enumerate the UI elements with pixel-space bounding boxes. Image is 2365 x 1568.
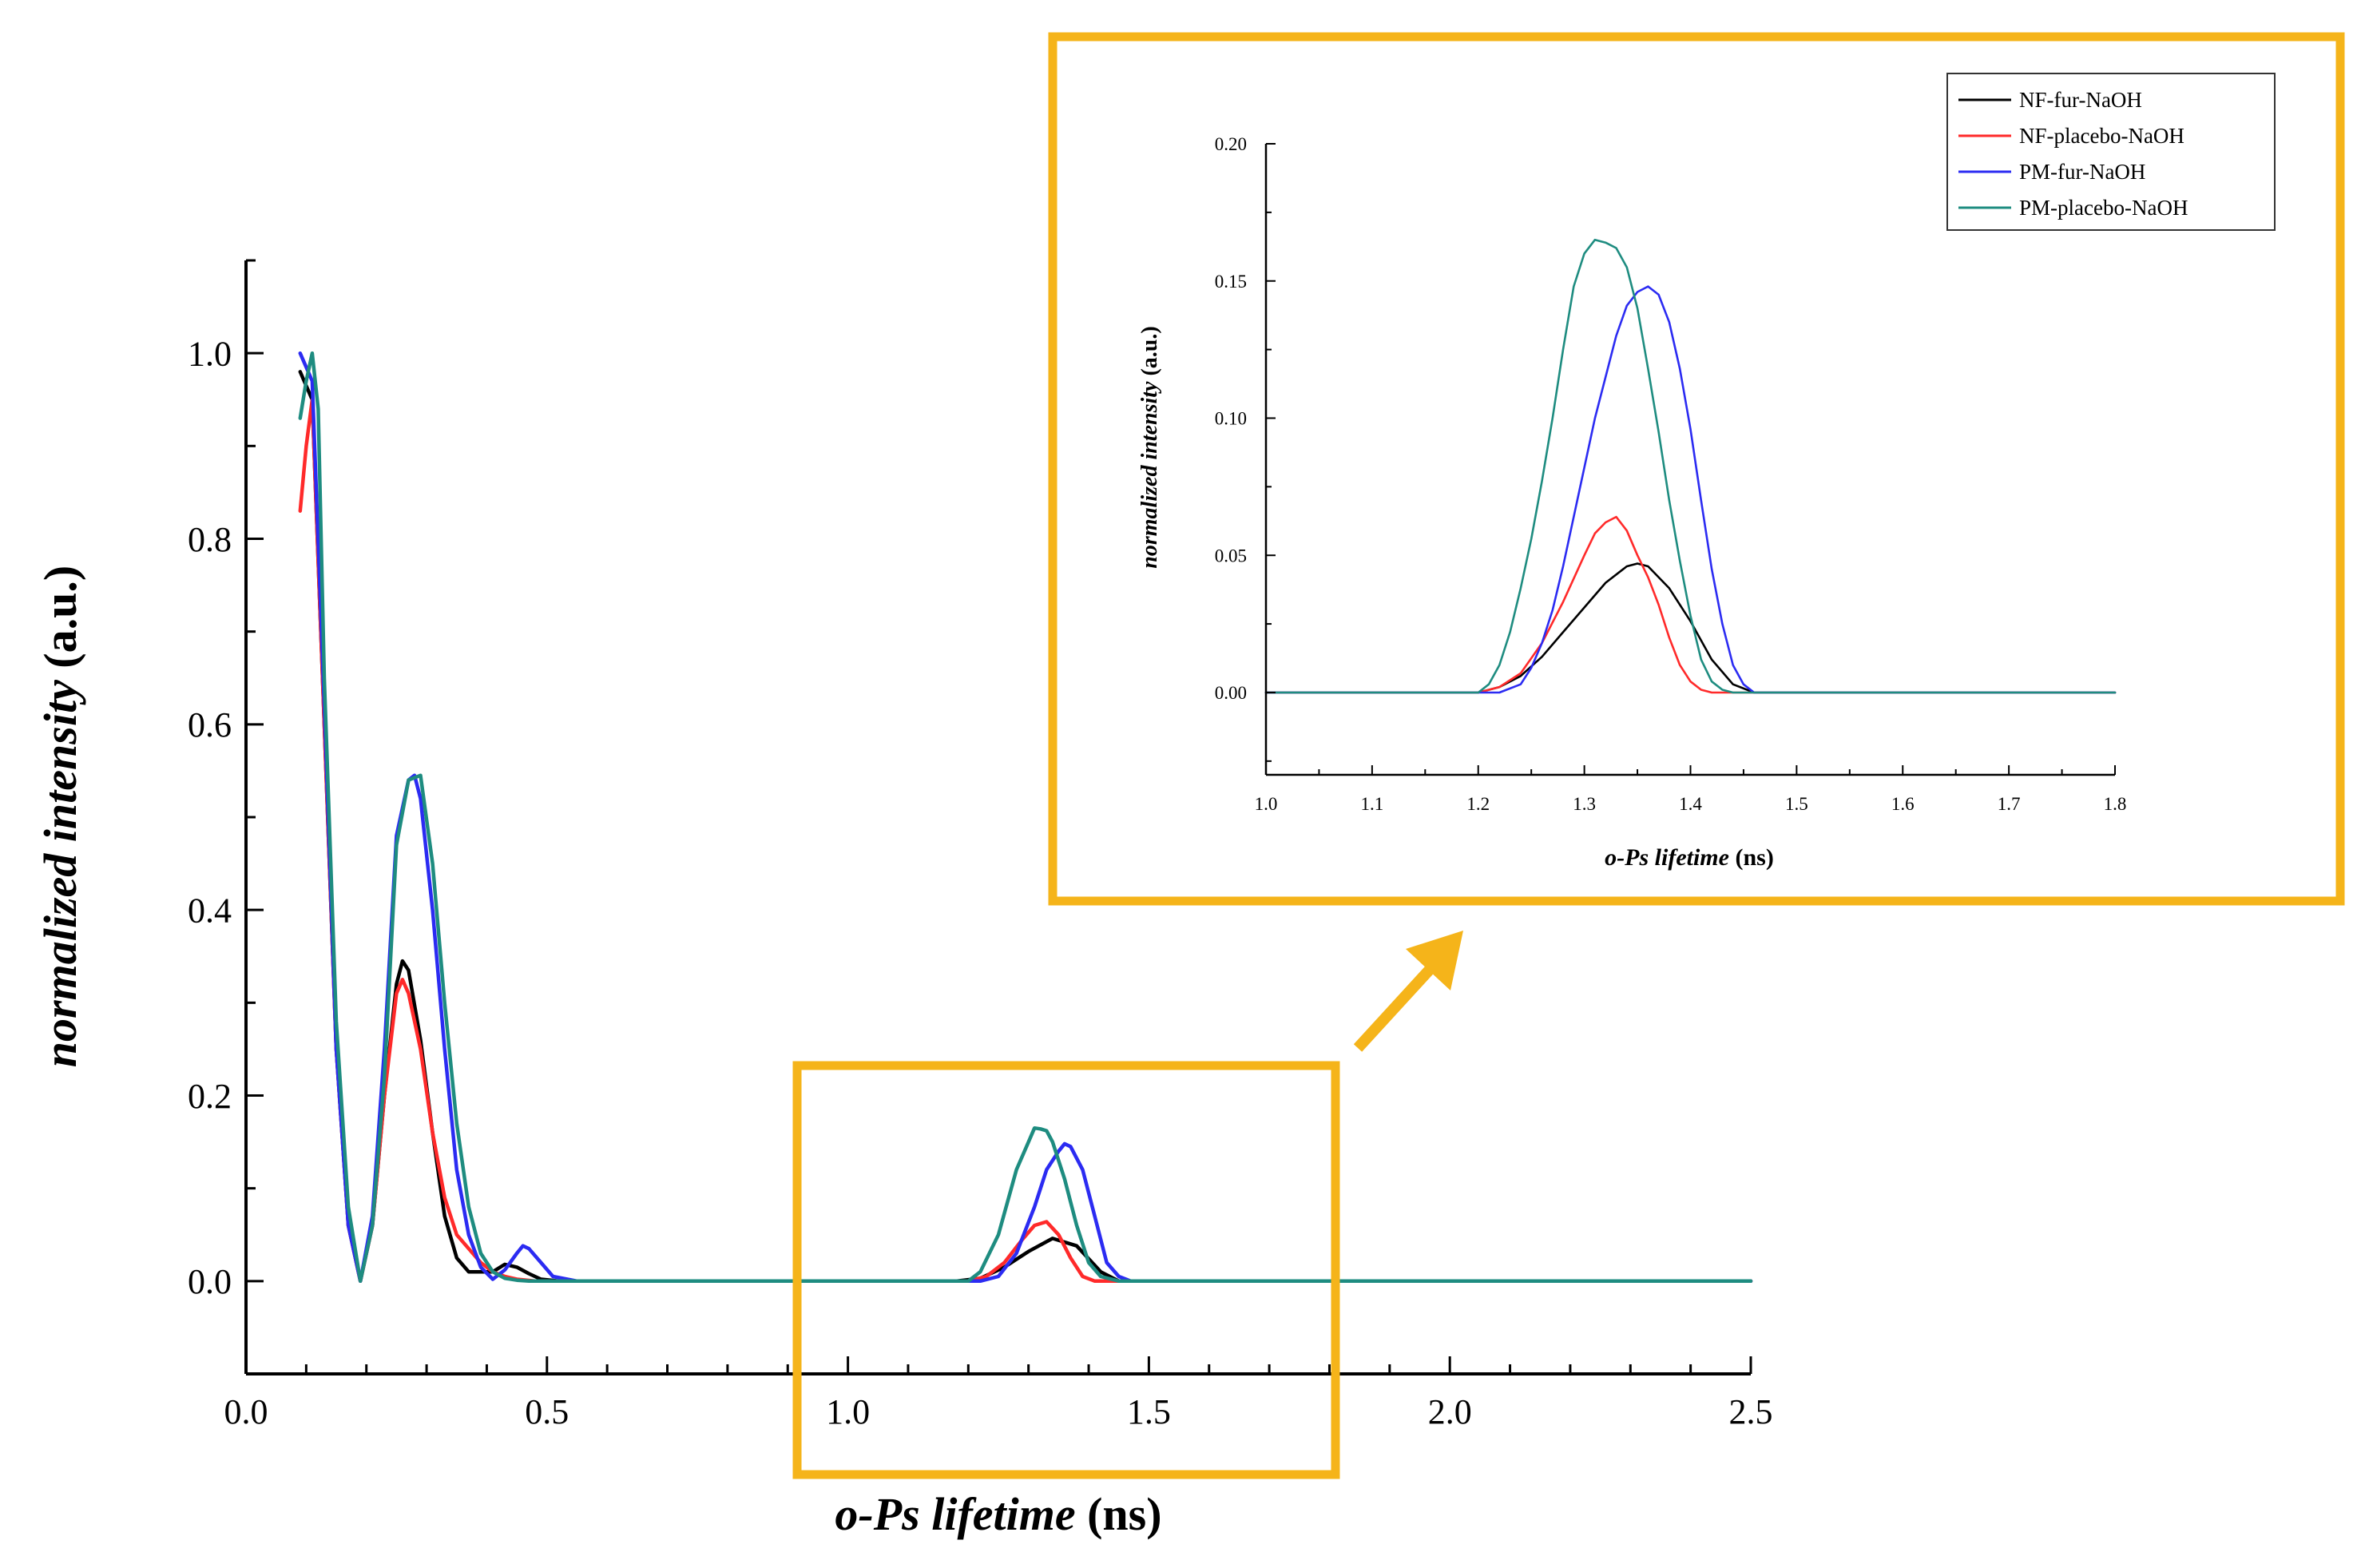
inset-series-pm-placebo-naoh <box>1264 238 2117 694</box>
main-y-tick-label-5: 1.0 <box>188 335 232 374</box>
inset-y-tick-label-0: 0.00 <box>1215 683 1247 703</box>
main-y-axis-label-italic: normalized intensity <box>34 680 86 1067</box>
inset-x-axis-label-italic: o-Ps lifetime <box>1605 844 1729 871</box>
legend-label-pm-placebo-naoh: PM-placebo-NaOH <box>2019 196 2188 220</box>
inset-series-nf-fur-naoh <box>1264 562 2117 694</box>
zoom-arrow <box>1353 931 1463 1052</box>
main-y-axis-label: normalized intensity (a.u.) <box>34 566 86 1067</box>
main-chart: 0.0 0.5 1.0 1.5 2.0 2.5 0.0 0.2 0.4 0.6 0.8 1.0 o-… <box>34 259 1773 1540</box>
zoom-arrow-shaft <box>1353 959 1441 1052</box>
legend-label-pm-fur-naoh: PM-fur-NaOH <box>2019 160 2145 184</box>
main-y-tick-label-1: 0.2 <box>188 1077 232 1116</box>
inset-x-axis-label: o-Ps lifetime (ns) <box>1605 844 1774 871</box>
legend-entries: NF-fur-NaOH NF-placebo-NaOH PM-fur-NaOH PM-… <box>1958 88 2188 220</box>
zoom-arrow-head <box>1406 931 1463 990</box>
inset-x-tick-label-2: 1.2 <box>1466 794 1490 814</box>
inset-legend: NF-fur-NaOH NF-placebo-NaOH PM-fur-NaOH PM-… <box>1946 73 2276 231</box>
main-x-ticks: 0.0 0.5 1.0 1.5 2.0 2.5 <box>224 1356 1773 1431</box>
inset-y-axis-label-italic: normalized intensity <box>1137 381 1162 569</box>
inset-chart: 1.0 1.1 1.2 1.3 1.4 1.5 1.6 1.7 1.8 0.00 0.05 0.10… <box>1137 73 2276 871</box>
inset-series-nf-placebo-naoh <box>1264 515 2117 694</box>
inset-y-tick-label-3: 0.15 <box>1215 272 1247 292</box>
inset-y-ticks: 0.00 0.05 0.10 0.15 0.20 <box>1215 134 1276 762</box>
main-x-tick-label-0: 0.0 <box>224 1392 268 1431</box>
inset-y-axis-label-unit: (a.u.) <box>1137 326 1162 381</box>
inset-series-group <box>1264 238 2117 694</box>
inset-x-tick-label-7: 1.7 <box>1998 794 2021 814</box>
main-x-tick-label-2: 1.0 <box>826 1392 870 1431</box>
inset-y-tick-label-4: 0.20 <box>1215 134 1247 154</box>
legend-label-nf-placebo-naoh: NF-placebo-NaOH <box>2019 124 2184 148</box>
inset-x-tick-label-3: 1.3 <box>1573 794 1596 814</box>
main-x-axis-label-unit: (ns) <box>1076 1488 1162 1540</box>
main-series-pm-placebo-naoh <box>298 351 1753 1284</box>
main-x-tick-label-3: 1.5 <box>1127 1392 1171 1431</box>
main-y-tick-label-0: 0.0 <box>188 1262 232 1301</box>
inset-x-tick-label-5: 1.5 <box>1785 794 1808 814</box>
zoom-region-box <box>792 1061 1340 1479</box>
inset-y-tick-label-2: 0.10 <box>1215 409 1247 429</box>
inset-x-axis-label-unit: (ns) <box>1729 844 1774 871</box>
inset-x-tick-label-6: 1.6 <box>1891 794 1915 814</box>
main-x-tick-label-1: 0.5 <box>525 1392 569 1431</box>
main-x-axis-label: o-Ps lifetime (ns) <box>835 1488 1161 1540</box>
inset-y-axis-label: normalized intensity (a.u.) <box>1137 326 1162 568</box>
main-y-tick-label-3: 0.6 <box>188 705 232 744</box>
inset-x-tick-label-4: 1.4 <box>1679 794 1702 814</box>
inset-x-tick-label-8: 1.8 <box>2104 794 2127 814</box>
inset-x-tick-label-1: 1.1 <box>1361 794 1384 814</box>
main-x-axis-label-italic: o-Ps lifetime <box>835 1488 1075 1540</box>
main-y-tick-label-2: 0.4 <box>188 891 232 931</box>
main-y-tick-label-4: 0.8 <box>188 520 232 559</box>
inset-x-ticks: 1.0 1.1 1.2 1.3 1.4 1.5 1.6 1.7 1.8 <box>1255 765 2127 814</box>
main-y-axis-label-unit: (a.u.) <box>34 566 86 680</box>
main-y-ticks: 0.0 0.2 0.4 0.6 0.8 1.0 <box>188 259 264 1375</box>
main-x-tick-label-4: 2.0 <box>1428 1392 1472 1431</box>
inset-x-tick-label-0: 1.0 <box>1255 794 1278 814</box>
main-x-tick-label-5: 2.5 <box>1729 1392 1773 1431</box>
main-series-group <box>298 351 1753 1284</box>
legend-label-nf-fur-naoh: NF-fur-NaOH <box>2019 88 2142 112</box>
inset-series-pm-fur-naoh <box>1264 285 2117 694</box>
inset-y-tick-label-1: 0.05 <box>1215 546 1247 566</box>
